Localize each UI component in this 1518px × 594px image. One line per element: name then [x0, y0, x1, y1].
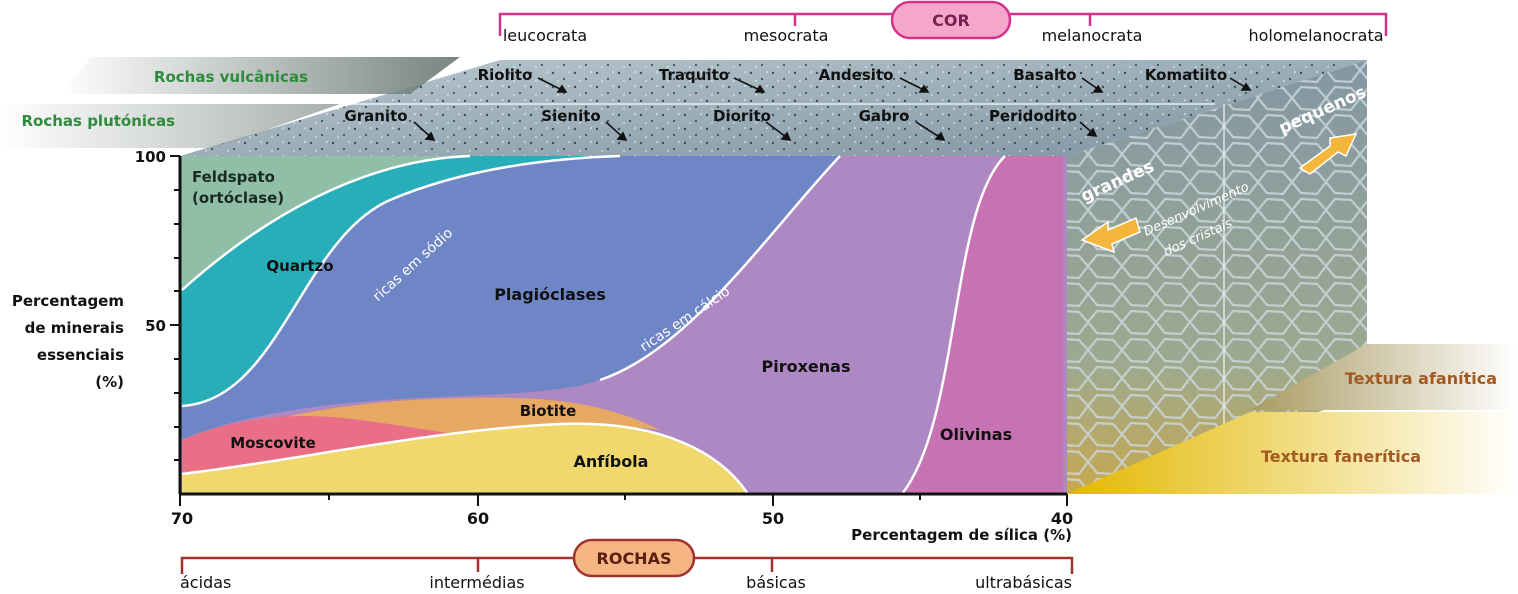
y-tick-50: 50 — [145, 317, 166, 335]
rock-basalto: Basalto — [1013, 66, 1076, 84]
rock-gabro: Gabro — [859, 107, 910, 125]
label-piroxenas: Piroxenas — [762, 357, 851, 376]
cor-badge — [890, 0, 1012, 40]
top-face-texture — [180, 60, 1367, 156]
plutonic-band — [0, 104, 340, 148]
olivinas-region — [902, 156, 1063, 494]
phaneritic-band — [1067, 412, 1518, 494]
rock-granito: Granito — [344, 107, 407, 125]
cor-label-holomelanocrata: holomelanocrata — [1248, 26, 1383, 45]
boundary-piroxenas-olivinas — [901, 155, 1006, 495]
label-anfibola: Anfíbola — [574, 452, 649, 471]
label-quartzo: Quartzo — [266, 257, 333, 275]
arrow-larger-crystals-icon — [1080, 216, 1141, 254]
x-tick-50: 50 — [762, 509, 784, 528]
rock-peridodito: Peridodito — [989, 107, 1077, 125]
rock-komatiito: Komatiito — [1145, 66, 1227, 84]
boundary-feldspato-quartzo — [181, 154, 471, 291]
rochas-label-ultrabasicas: ultrabásicas — [975, 573, 1072, 592]
x-tick-40: 40 — [1051, 509, 1073, 528]
x-tick-70: 70 — [171, 509, 193, 528]
rock-diorito: Diorito — [713, 107, 771, 125]
label-textura-afanitica: Textura afanítica — [1345, 369, 1497, 388]
rock-andesito: Andesito — [819, 66, 894, 84]
cor-label-melanocrata: melanocrata — [1042, 26, 1143, 45]
arrow-smaller-crystals-icon — [1298, 133, 1358, 175]
cor-label-mesocrata: mesocrata — [744, 26, 829, 45]
boundary-quartzo-plagioclases — [181, 154, 621, 408]
rochas-label-acidas: ácidas — [180, 573, 231, 592]
rock-arrows — [413, 77, 1252, 141]
rock-traquito: Traquito — [659, 66, 729, 84]
cor-title: COR — [932, 11, 970, 30]
volcanic-rocks-label: Rochas vulcânicas — [154, 68, 308, 86]
aphanitic-band — [1250, 344, 1518, 410]
y-axis-label-line3: essenciais — [37, 346, 124, 364]
plutonic-rocks-label: Rochas plutónicas — [22, 112, 176, 130]
rock-sienito: Sienito — [541, 107, 600, 125]
boundary-anfibola — [181, 422, 750, 495]
y-axis-label-line4: (%) — [95, 373, 124, 391]
y-axis-label-line1: Percentagem — [12, 292, 124, 310]
label-plagioclases: Plagióclases — [494, 285, 606, 304]
anfibola-region — [182, 423, 748, 494]
side-face-crystals — [1067, 60, 1367, 494]
y-tick-100: 100 — [135, 148, 166, 166]
x-axis-ticks — [179, 494, 1068, 506]
label-moscovite: Moscovite — [230, 434, 316, 452]
rochas-label-basicas: básicas — [746, 573, 806, 592]
moscovite-region — [182, 416, 500, 472]
x-axis-label: Percentagem de sílica (%) — [851, 526, 1072, 544]
label-textura-faneritica: Textura fanerítica — [1261, 447, 1421, 466]
label-feldspato: Feldspato — [192, 168, 275, 186]
label-olivinas: Olivinas — [940, 425, 1012, 444]
rochas-title: ROCHAS — [597, 549, 672, 568]
rochas-badge — [572, 538, 696, 578]
cor-label-leucocrata: leucocrata — [503, 26, 587, 45]
y-axis-ticks — [170, 155, 180, 461]
boundary-plagioclases-piroxenas — [599, 155, 841, 382]
rock-riolito: Riolito — [478, 66, 533, 84]
volcanic-band — [60, 57, 460, 94]
label-biotite: Biotite — [520, 402, 577, 420]
label-feldspato-ortoclase: (ortóclase) — [192, 189, 284, 207]
y-axis-label-line2: de minerais — [25, 319, 124, 337]
rochas-label-intermedias: intermédias — [429, 573, 524, 592]
x-tick-60: 60 — [467, 509, 489, 528]
